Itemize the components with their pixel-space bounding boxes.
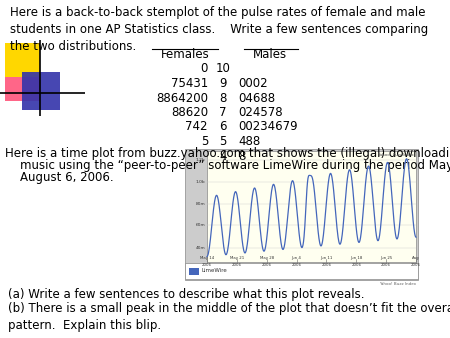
Text: 1.0b: 1.0b xyxy=(195,180,205,184)
Text: Here is a time plot from buzz.yahoo.com that shows the (illegal) downloading of: Here is a time plot from buzz.yahoo.com … xyxy=(5,147,450,160)
Text: Aug: Aug xyxy=(412,256,420,260)
Text: 2006: 2006 xyxy=(232,263,242,267)
Text: August 6, 2006.: August 6, 2006. xyxy=(5,171,113,184)
Text: Here is a back-to-back stemplot of the pulse rates of female and male
students i: Here is a back-to-back stemplot of the p… xyxy=(10,6,428,53)
Text: Males: Males xyxy=(253,48,287,61)
Text: Jun 4: Jun 4 xyxy=(292,256,302,260)
Text: (a) Write a few sentences to describe what this plot reveals.: (a) Write a few sentences to describe wh… xyxy=(8,288,365,301)
Text: 00234679: 00234679 xyxy=(238,121,297,134)
Text: 2006: 2006 xyxy=(262,263,272,267)
Text: May 21: May 21 xyxy=(230,256,244,260)
Bar xyxy=(185,149,418,280)
Text: 5: 5 xyxy=(201,135,208,148)
Text: 2006: 2006 xyxy=(292,263,302,267)
Text: 2006: 2006 xyxy=(321,263,331,267)
Text: 2006: 2006 xyxy=(411,263,421,267)
Bar xyxy=(5,43,40,78)
Text: 488: 488 xyxy=(238,135,260,148)
Text: 60m: 60m xyxy=(195,223,205,227)
Text: 2006: 2006 xyxy=(202,263,212,267)
Text: May 28: May 28 xyxy=(260,256,274,260)
Text: 88620: 88620 xyxy=(171,106,208,119)
Text: Yahoo! Buzz Index: Yahoo! Buzz Index xyxy=(378,153,414,157)
Text: 8: 8 xyxy=(238,149,245,163)
Text: Jun 25: Jun 25 xyxy=(380,256,392,260)
Text: (b) There is a small peak in the middle of the plot that doesn’t fit the overall: (b) There is a small peak in the middle … xyxy=(8,302,450,332)
Text: 6: 6 xyxy=(219,121,227,134)
Text: 7: 7 xyxy=(219,106,227,119)
Text: 10: 10 xyxy=(216,63,230,75)
Text: Yahoo! Buzz Index: Yahoo! Buzz Index xyxy=(379,282,416,286)
Text: 8: 8 xyxy=(219,92,227,104)
Text: 2006: 2006 xyxy=(351,263,361,267)
Bar xyxy=(5,77,40,101)
Text: 024578: 024578 xyxy=(238,106,283,119)
Bar xyxy=(22,72,60,110)
Text: 80m: 80m xyxy=(195,202,205,206)
Text: 40m: 40m xyxy=(195,246,205,249)
Text: 2006: 2006 xyxy=(381,263,391,267)
Text: 75431: 75431 xyxy=(171,77,208,90)
Text: 9: 9 xyxy=(219,77,227,90)
Text: Jun 11: Jun 11 xyxy=(320,256,333,260)
Text: 1.2b: 1.2b xyxy=(195,158,205,162)
Text: 742: 742 xyxy=(185,121,208,134)
Text: LimeWire: LimeWire xyxy=(202,268,228,273)
Bar xyxy=(189,268,199,275)
Text: 8864200: 8864200 xyxy=(156,92,208,104)
Text: Females: Females xyxy=(161,48,209,61)
Text: 4: 4 xyxy=(219,149,227,163)
Text: music using the “peer-to-peer” software LimeWire during the period May 14 to: music using the “peer-to-peer” software … xyxy=(5,159,450,172)
Text: 0002: 0002 xyxy=(238,77,268,90)
Text: Jun 18: Jun 18 xyxy=(350,256,362,260)
Text: 0: 0 xyxy=(201,63,208,75)
Text: 04688: 04688 xyxy=(238,92,275,104)
Bar xyxy=(185,263,418,279)
Text: 5: 5 xyxy=(219,135,227,148)
Text: May 14: May 14 xyxy=(200,256,214,260)
Bar xyxy=(207,151,416,262)
